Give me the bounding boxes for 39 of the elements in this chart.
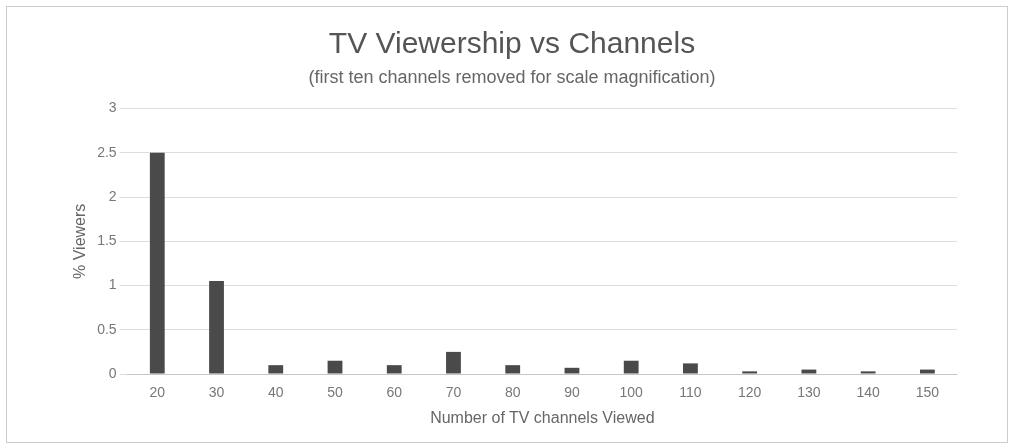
bar: [564, 367, 580, 374]
bar: [742, 371, 758, 374]
chart-title: TV Viewership vs Channels: [328, 26, 696, 60]
x-tick-label: 80: [504, 384, 521, 401]
bar: [683, 363, 698, 374]
bar: [919, 369, 935, 374]
x-axis-title: Number of TV channels Viewed: [430, 408, 655, 426]
bar: [327, 360, 343, 374]
x-tick-label: 140: [856, 384, 881, 401]
x-tick-label: 20: [149, 384, 166, 401]
x-tick-label: 50: [327, 384, 343, 401]
y-tick-label: 3: [108, 99, 117, 116]
x-tick-label: 30: [208, 384, 225, 401]
x-tick-label: 90: [564, 384, 580, 401]
bar: [623, 360, 639, 374]
x-tick-label: 40: [267, 384, 284, 401]
x-tick-label: 100: [619, 384, 644, 401]
y-tick-label: 2: [108, 187, 117, 204]
bar: [209, 281, 224, 374]
bar: [268, 365, 284, 374]
bar: [386, 365, 402, 374]
bar: [801, 369, 817, 374]
x-tick-label: 120: [737, 384, 762, 401]
y-tick-label: 1.5: [97, 232, 117, 249]
bar: [149, 152, 165, 374]
bar: [860, 371, 876, 374]
x-tick-label: 110: [679, 384, 702, 401]
y-tick-label: 0.5: [97, 320, 117, 337]
y-tick-label: 0: [108, 364, 117, 381]
x-tick-label: 70: [445, 384, 462, 401]
bar: [446, 351, 461, 374]
x-tick-label: 130: [797, 384, 821, 401]
chart-subtitle: (first ten channels removed for scale magnification): [308, 66, 716, 87]
y-axis-title: % Viewers: [71, 203, 89, 279]
y-tick-label: 1: [108, 276, 117, 293]
bar: [505, 365, 521, 374]
y-tick-label: 2.5: [97, 143, 117, 160]
x-tick-label: 60: [386, 384, 403, 401]
x-tick-label: 150: [915, 384, 940, 401]
